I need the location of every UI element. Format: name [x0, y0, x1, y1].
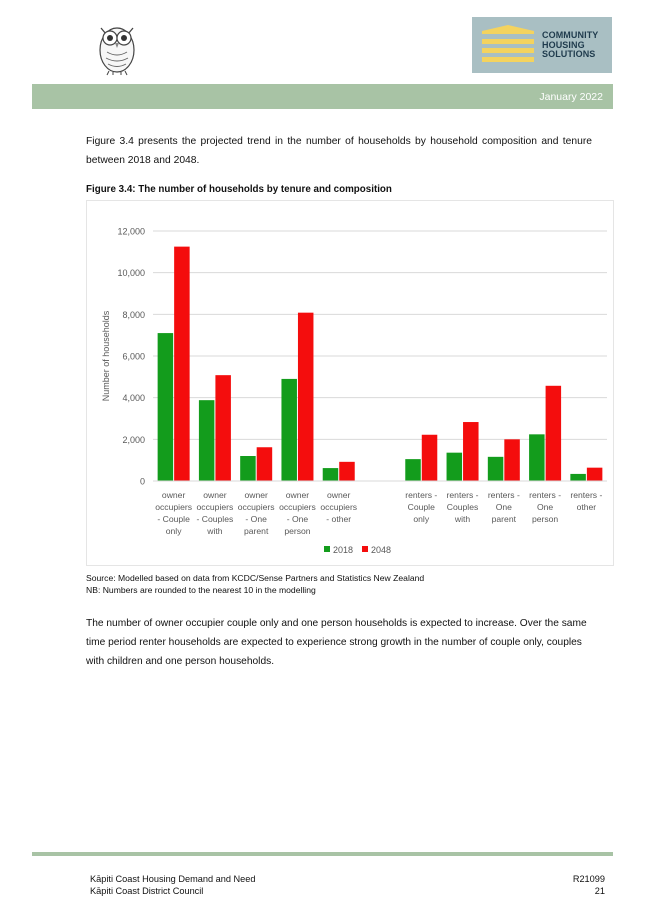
- bar-2018: [157, 333, 174, 481]
- page-number: 21: [594, 886, 605, 896]
- x-tick-label: renters -: [488, 490, 520, 500]
- x-tick-label: - Couple: [157, 514, 190, 524]
- y-tick-label: 4,000: [122, 393, 145, 403]
- legend-label: 2018: [333, 545, 353, 555]
- logo-line: COMMUNITY: [542, 30, 599, 40]
- x-tick-label: renters -: [570, 490, 602, 500]
- x-tick-label: owner: [244, 490, 268, 500]
- footer-left: Kāpiti Coast Housing Demand and Need Kāp…: [90, 873, 255, 897]
- legend-swatch: [362, 546, 368, 552]
- x-tick-label: occupiers: [320, 502, 357, 512]
- x-tick-label: only: [413, 514, 429, 524]
- bar-2018: [322, 468, 339, 481]
- bar-2018: [487, 456, 504, 481]
- closing-paragraph: The number of owner occupier couple only…: [86, 618, 587, 667]
- bar-2018: [570, 473, 586, 481]
- bar-2048: [297, 312, 314, 481]
- logo-line: HOUSING: [542, 39, 585, 50]
- bar-2018: [529, 434, 545, 481]
- x-tick-label: Couples: [447, 502, 479, 512]
- x-tick-label: renters -: [405, 490, 437, 500]
- x-tick-label: Couple: [408, 502, 435, 512]
- x-tick-label: - One: [245, 514, 267, 524]
- bar-2048: [586, 467, 603, 481]
- logo-text: COMMUNITY HOUSING SOLUTIONS: [542, 30, 599, 60]
- figure-title: Figure 3.4: The number of households by …: [86, 184, 392, 195]
- y-tick-label: 12,000: [117, 227, 145, 237]
- x-tick-label: other: [577, 502, 597, 512]
- source-line: Source: Modelled based on data from KCDC…: [86, 573, 425, 583]
- bar-2018: [281, 378, 297, 481]
- bar-chart: 0 2,000 4,000 6,000 8,000 10,000 12,000 Number …: [101, 227, 607, 555]
- x-tick-label: occupiers: [279, 502, 316, 512]
- legend-swatch: [324, 546, 330, 552]
- report-code: R21099: [572, 874, 605, 884]
- x-tick-label: person: [532, 514, 558, 524]
- x-tick-label: person: [284, 526, 310, 536]
- x-tick-label: renters -: [529, 490, 561, 500]
- x-tick-label: - One: [287, 514, 309, 524]
- x-tick-label: parent: [492, 514, 517, 524]
- source-line: NB: Numbers are rounded to the nearest 1…: [86, 585, 316, 595]
- x-tick-label: renters -: [447, 490, 479, 500]
- header-bar: January 2022: [32, 84, 613, 109]
- x-tick-label: with: [454, 514, 471, 524]
- owl-logo-icon: [99, 27, 135, 76]
- bar-2048: [421, 434, 438, 481]
- x-tick-label: One: [537, 502, 553, 512]
- x-tick-label: occupiers: [197, 502, 234, 512]
- intro-paragraph: Figure 3.4 presents the projected trend …: [86, 136, 592, 166]
- footer-bar: [32, 852, 613, 856]
- x-tick-label: occupiers: [238, 502, 275, 512]
- header-date: January 2022: [539, 91, 603, 103]
- y-tick-label: 8,000: [122, 310, 145, 320]
- bar-2048: [339, 461, 355, 481]
- logo-line: SOLUTIONS: [542, 49, 596, 59]
- bar-2018: [198, 400, 215, 481]
- footer-left-line: Kāpiti Coast Housing Demand and Need: [90, 874, 256, 884]
- y-tick-label: 10,000: [117, 268, 145, 278]
- x-tick-label: owner: [327, 490, 351, 500]
- bar-2048: [463, 422, 479, 481]
- bar-2018: [405, 459, 421, 481]
- x-tick-label: - Couples: [197, 514, 234, 524]
- x-tick-label: owner: [286, 490, 310, 500]
- bar-2048: [174, 246, 190, 481]
- x-tick-label: only: [166, 526, 182, 536]
- x-tick-label: owner: [162, 490, 186, 500]
- bar-2018: [240, 456, 256, 481]
- x-tick-label: One: [496, 502, 512, 512]
- bar-2048: [545, 385, 562, 481]
- x-tick-label: - other: [326, 514, 351, 524]
- x-tick-label: with: [206, 526, 223, 536]
- y-axis-label: Number of households: [101, 310, 111, 401]
- legend-label: 2048: [371, 545, 391, 555]
- community-housing-solutions-logo: COMMUNITY HOUSING SOLUTIONS: [472, 17, 612, 73]
- x-tick-label: owner: [203, 490, 227, 500]
- bar-2048: [504, 439, 520, 481]
- bar-2018: [446, 452, 463, 481]
- y-tick-label: 0: [140, 477, 145, 487]
- house-stripes-icon: [482, 25, 534, 62]
- bar-2048: [256, 447, 273, 481]
- y-tick-label: 6,000: [122, 352, 145, 362]
- chart-frame: 0 2,000 4,000 6,000 8,000 10,000 12,000 Number …: [86, 200, 614, 566]
- bar-2048: [215, 375, 231, 481]
- y-tick-label: 2,000: [122, 435, 145, 445]
- x-tick-label: parent: [244, 526, 269, 536]
- footer-left-line: Kāpiti Coast District Council: [90, 886, 204, 896]
- footer-right: R21099 21: [573, 873, 605, 897]
- x-tick-label: occupiers: [155, 502, 192, 512]
- source-note: Source: Modelled based on data from KCDC…: [86, 572, 424, 596]
